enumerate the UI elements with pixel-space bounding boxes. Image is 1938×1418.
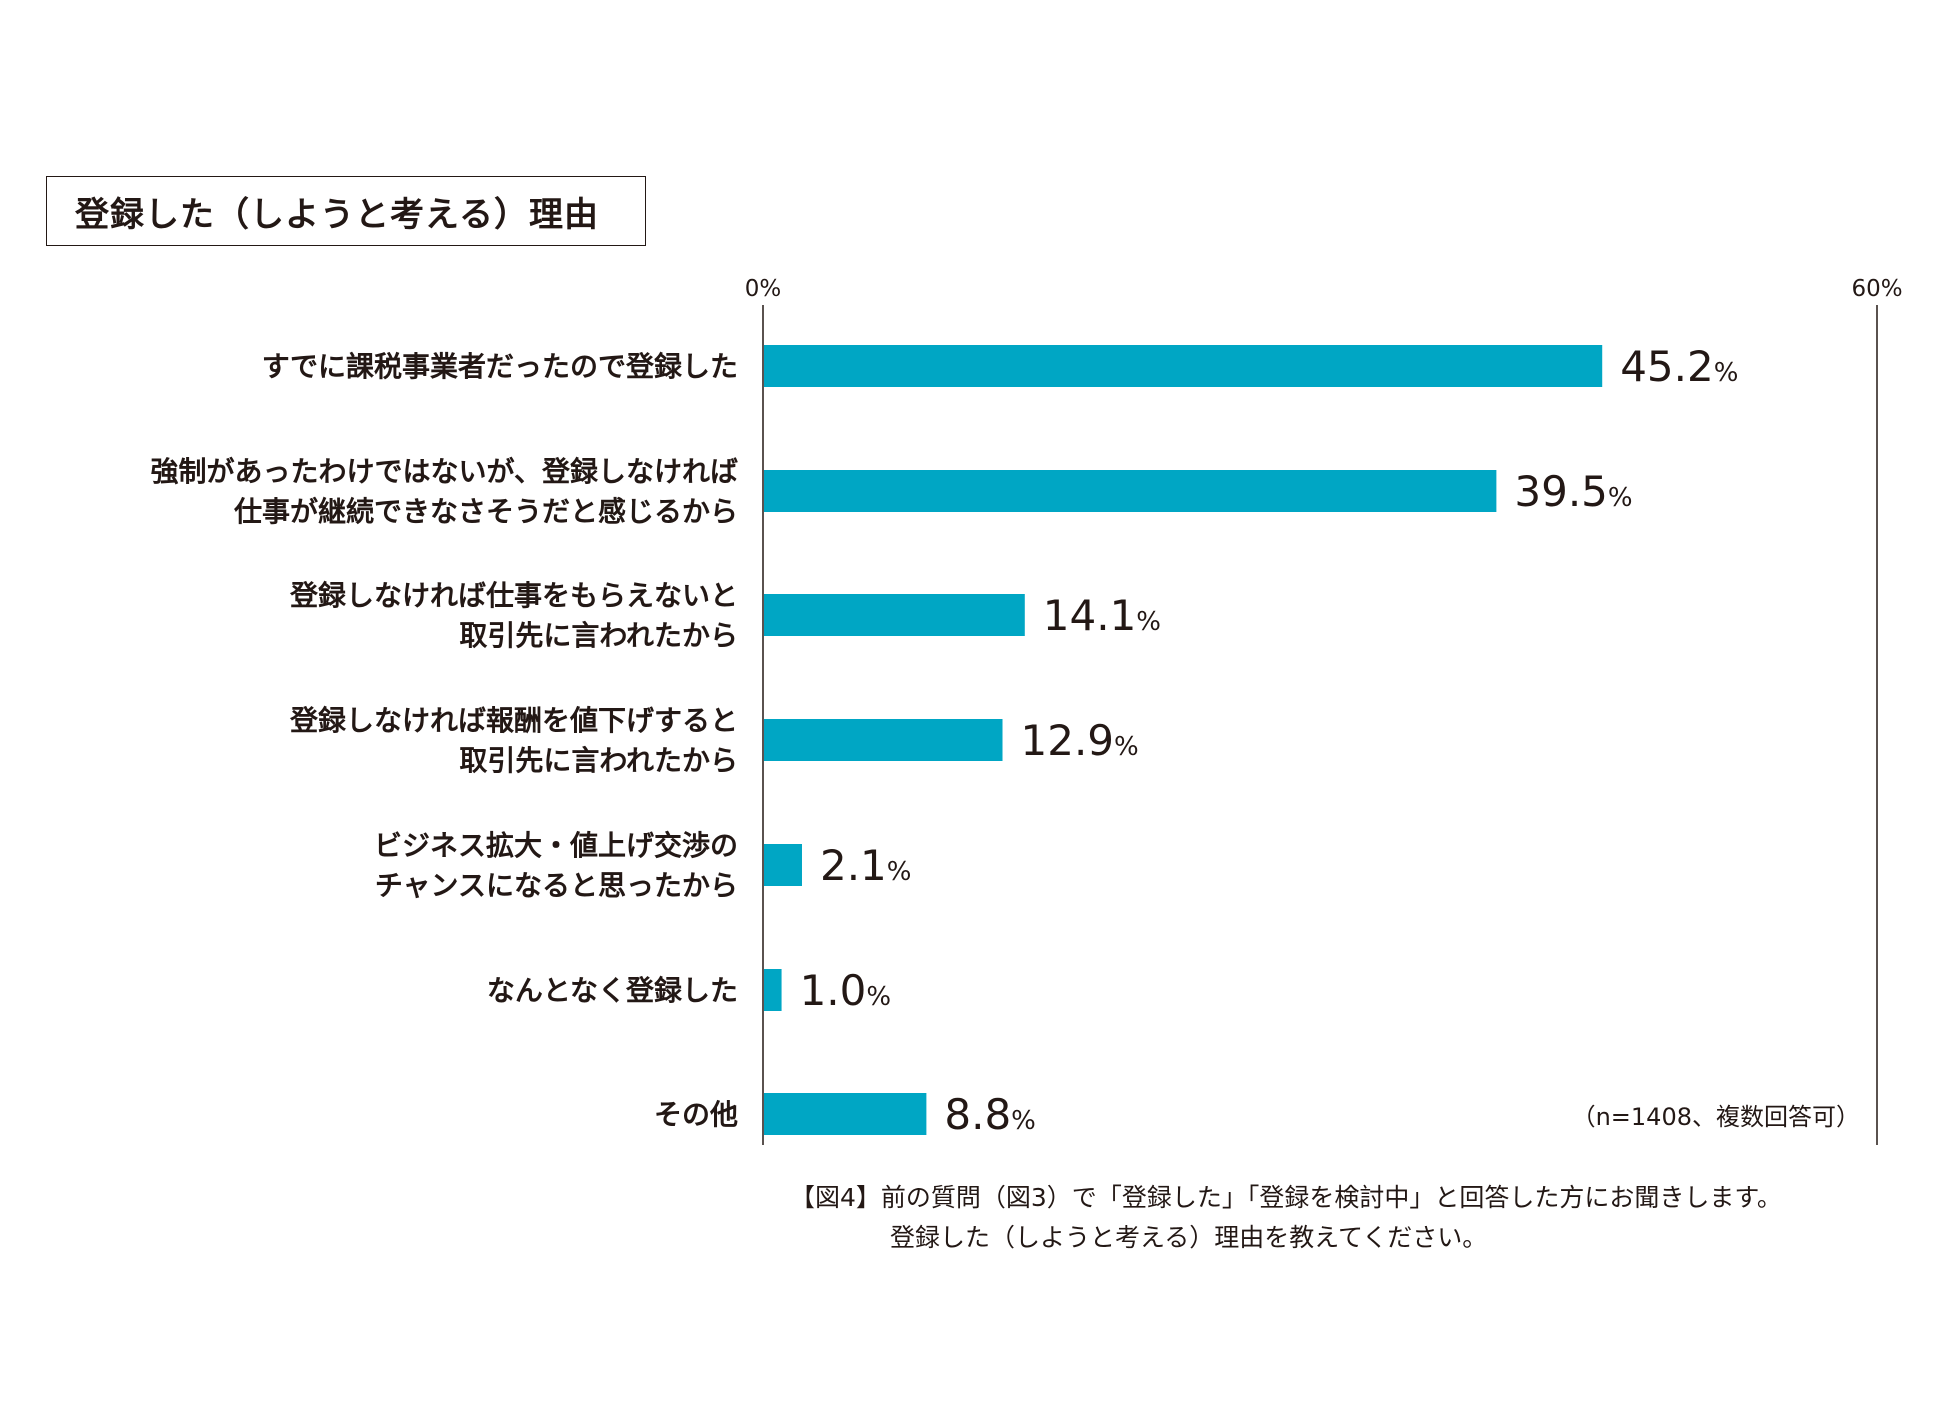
category-label-1-0: 強制があったわけではないが、登録しなければ [151, 455, 738, 488]
bar-1 [764, 470, 1497, 512]
category-label-1-1: 仕事が継続できなさそうだと感じるから [233, 495, 738, 528]
category-label-4-0: ビジネス拡大・値上げ交渉の [374, 829, 738, 862]
tick-label-0: 0% [745, 276, 782, 302]
category-label-2-1: 取引先に言われたから [459, 619, 738, 652]
value-label-3: 12.9% [1021, 716, 1139, 765]
bar-0 [764, 345, 1603, 387]
value-label-1: 39.5% [1514, 467, 1632, 516]
bar-3 [764, 719, 1003, 761]
value-label-6: 8.8% [944, 1090, 1036, 1139]
category-label-3-0: 登録しなければ報酬を値下げすると [289, 704, 738, 737]
category-label-6-0: その他 [654, 1098, 738, 1131]
sample-note: （n=1408、複数回答可） [1572, 1103, 1860, 1131]
caption-line-2: 登録した（しようと考える）理由を教えてください。 [890, 1223, 1488, 1252]
category-label-0-0: すでに課税事業者だったので登録した [262, 350, 738, 383]
value-label-0: 45.2% [1620, 342, 1738, 391]
chart-title: 登録した（しようと考える）理由 [46, 176, 646, 246]
category-label-4-1: チャンスになると思ったから [375, 869, 738, 902]
caption-line-1: 【図4】前の質問（図3）で「登録した」「登録を検討中」と回答した方にお聞きします… [790, 1183, 1782, 1212]
category-label-2-0: 登録しなければ仕事をもらえないと [289, 579, 738, 612]
category-label-5-0: なんとなく登録した [487, 974, 738, 1007]
bar-6 [764, 1093, 927, 1135]
bar-2 [764, 594, 1025, 636]
bar-5 [764, 969, 782, 1011]
value-label-5: 1.0% [800, 966, 892, 1015]
figure-caption: 【図4】前の質問（図3）で「登録した」「登録を検討中」と回答した方にお聞きします… [790, 1178, 1782, 1258]
value-label-4: 2.1% [820, 841, 912, 890]
bar-4 [764, 844, 802, 886]
category-label-3-1: 取引先に言われたから [459, 744, 738, 777]
tick-label-60: 60% [1851, 276, 1902, 302]
value-label-2: 14.1% [1043, 591, 1161, 640]
